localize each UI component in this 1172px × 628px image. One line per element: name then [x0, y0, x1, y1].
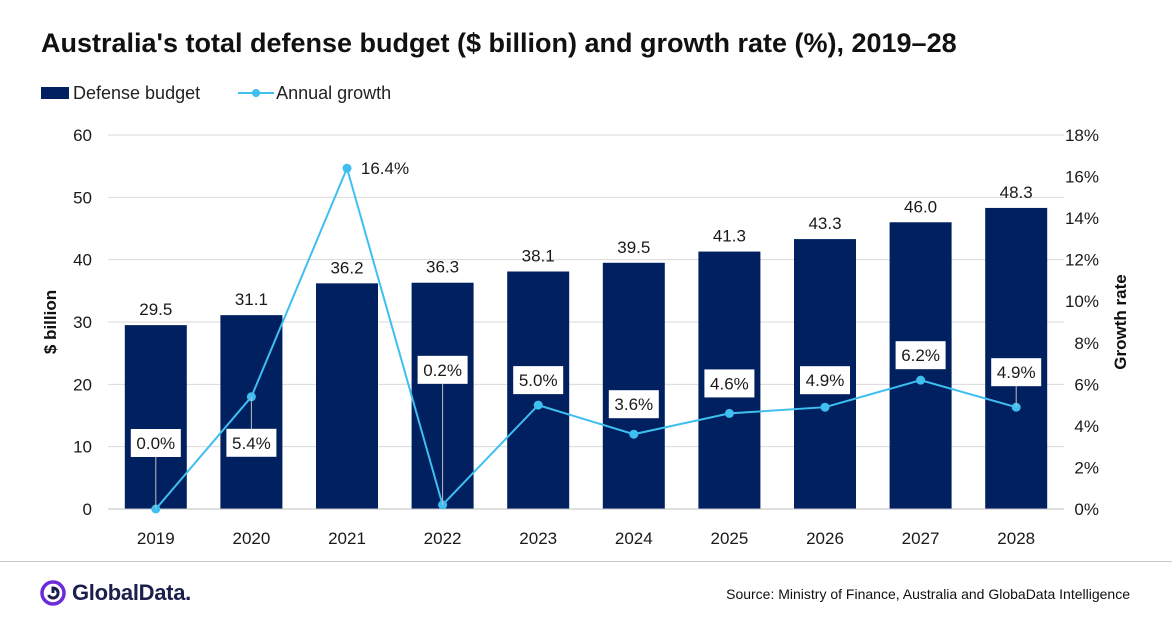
- bar-value-label: 43.3: [808, 214, 841, 233]
- x-tick-label: 2021: [328, 529, 366, 548]
- bar-value-label: 31.1: [235, 290, 268, 309]
- y-right-tick-label: 12%: [1065, 251, 1099, 270]
- growth-value-label: 5.4%: [232, 434, 271, 453]
- y-right-tick-label: 0%: [1074, 500, 1099, 519]
- bar-value-label: 46.0: [904, 197, 937, 216]
- y-tick-label: 50: [73, 188, 92, 207]
- legend-line-swatch: [238, 89, 275, 97]
- axes: 0 10 20 30 40 50 60 0% 2% 4% 6% 8% 10% 12% 14% 16% 18% 20…: [41, 126, 1130, 548]
- growth-label-box: [704, 369, 755, 398]
- growth-value-label: 5.0%: [519, 371, 558, 390]
- growth-point: [629, 429, 639, 439]
- growth-label-box: [608, 390, 659, 419]
- x-tick-label: 2023: [519, 529, 557, 548]
- bar: [602, 262, 665, 509]
- data-labels: 29.5 31.1 36.2 36.3 38.1 39.5 41.3 43.3 46.0 48.3…: [130, 154, 1042, 509]
- growth-point: [533, 400, 543, 410]
- combo-chart: 0 10 20 30 40 50 60 0% 2% 4% 6% 8% 10% 12% 14% 16% 18% 20…: [41, 126, 1130, 548]
- chart-title: Australia's total defense budget ($ bill…: [41, 28, 957, 58]
- bar-value-label: 36.3: [426, 258, 459, 277]
- legend: Defense budget Annual growth: [41, 82, 429, 104]
- growth-value-label: 16.4%: [361, 159, 409, 178]
- y-right-tick-label: 18%: [1065, 126, 1099, 145]
- bar-value-label: 41.3: [713, 227, 746, 246]
- globaldata-logo-icon: [40, 580, 66, 606]
- bar: [316, 283, 378, 509]
- x-tick-label: 2025: [710, 529, 748, 548]
- y-tick-label: 40: [73, 251, 92, 270]
- legend-bar-swatch: [41, 87, 69, 99]
- y-right-axis-title: Growth rate: [1111, 274, 1130, 369]
- globaldata-logo: GlobalData.: [40, 578, 191, 608]
- growth-point: [342, 163, 352, 173]
- bar-value-label: 36.2: [330, 258, 363, 277]
- growth-point: [916, 375, 926, 385]
- growth-value-label: 0.2%: [423, 361, 462, 380]
- bars: [124, 207, 1048, 509]
- y-tick-label: 60: [73, 126, 92, 145]
- growth-point: [820, 402, 830, 412]
- x-tick-label: 2024: [615, 529, 653, 548]
- growth-label-box: [991, 358, 1042, 387]
- y-axis-title: $ billion: [41, 290, 60, 354]
- y-tick-label: 0: [83, 500, 92, 519]
- y-right-tick-label: 8%: [1074, 334, 1099, 353]
- growth-label-box: [226, 428, 277, 457]
- bar-value-label: 38.1: [522, 247, 555, 266]
- x-tick-label: 2027: [902, 529, 940, 548]
- legend-item-defense-budget: Defense budget: [41, 83, 200, 104]
- growth-value-label: 3.6%: [614, 395, 653, 414]
- bar-value-label: 39.5: [617, 238, 650, 257]
- y-tick-label: 20: [73, 375, 92, 394]
- x-tick-label: 2022: [424, 529, 462, 548]
- growth-label-box: [800, 366, 850, 395]
- x-tick-label: 2026: [806, 529, 844, 548]
- y-right-tick-label: 14%: [1065, 209, 1099, 228]
- growth-label-box: [417, 355, 468, 384]
- growth-label-box: [513, 366, 564, 395]
- x-tick-label: 2019: [137, 529, 175, 548]
- y-right-tick-label: 16%: [1065, 168, 1099, 187]
- y-right-tick-label: 2%: [1074, 458, 1099, 477]
- footer-divider: [0, 561, 1172, 562]
- growth-label-box: [895, 341, 946, 370]
- growth-point: [724, 408, 734, 418]
- growth-line-path: [155, 165, 1017, 510]
- growth-value-label: 4.9%: [997, 363, 1036, 382]
- bar-value-label: 48.3: [1000, 183, 1033, 202]
- growth-label-box: [130, 429, 181, 457]
- growth-value-label: 4.9%: [806, 371, 845, 390]
- y-tick-label: 10: [73, 438, 92, 457]
- bar-value-label: 29.5: [139, 300, 172, 319]
- y-right-tick-label: 4%: [1074, 417, 1099, 436]
- growth-value-label: 6.2%: [901, 346, 940, 365]
- source-note: Source: Ministry of Finance, Australia a…: [726, 586, 1130, 602]
- x-tick-label: 2028: [997, 529, 1035, 548]
- legend-label-defense-budget: Defense budget: [73, 82, 201, 103]
- growth-label-box: [355, 154, 415, 183]
- growth-value-label: 4.6%: [710, 374, 749, 393]
- growth-value-label: 0.0%: [136, 434, 175, 453]
- y-tick-label: 30: [73, 313, 92, 332]
- legend-label-annual-growth: Annual growth: [276, 82, 392, 103]
- legend-item-annual-growth: Annual growth: [238, 83, 391, 104]
- y-right-tick-label: 10%: [1065, 292, 1099, 311]
- y-right-tick-label: 6%: [1074, 375, 1099, 394]
- x-tick-label: 2020: [232, 529, 270, 548]
- logo-text: GlobalData.: [72, 580, 191, 605]
